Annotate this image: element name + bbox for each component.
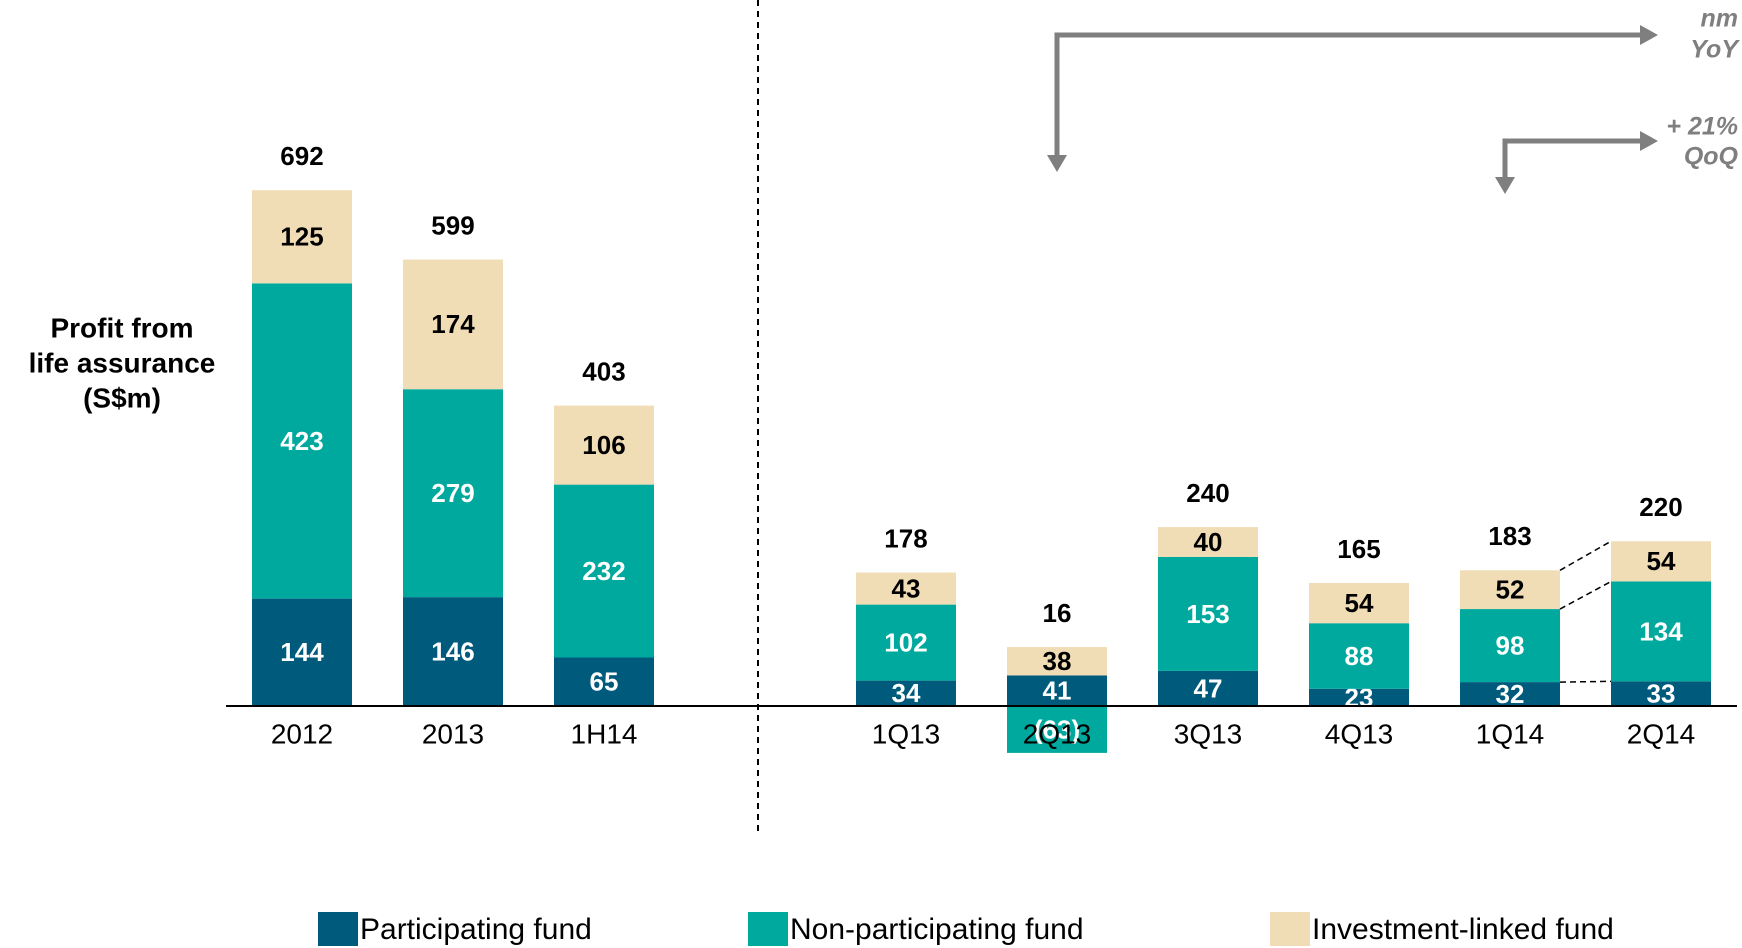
legend-swatch	[1270, 912, 1310, 946]
x-tick-label: 3Q13	[1174, 718, 1243, 749]
total-label: 165	[1337, 534, 1380, 564]
total-label: 178	[884, 523, 927, 553]
legend-label: Non-participating fund	[790, 913, 1084, 946]
bar-segment	[403, 259, 503, 390]
bar-segment	[1309, 582, 1409, 624]
total-label: 599	[431, 210, 474, 240]
bar-segment	[856, 680, 956, 706]
data-label: 40	[1194, 527, 1223, 557]
bar-segment	[1611, 581, 1711, 682]
bar-segment	[1007, 675, 1107, 706]
data-label: 174	[431, 309, 475, 339]
arrow-head	[1047, 155, 1067, 172]
y-axis-label: (S$m)	[83, 382, 161, 413]
bar-segment	[554, 405, 654, 485]
data-label: (63)	[1034, 714, 1080, 744]
bar-segment	[1158, 556, 1258, 671]
arrow-head	[1495, 177, 1515, 194]
bar-segment	[1309, 688, 1409, 706]
y-axis-label: Profit from	[50, 312, 193, 343]
data-label: 54	[1345, 588, 1374, 618]
total-label: 16	[1043, 598, 1072, 628]
arrow-head	[1640, 131, 1658, 151]
bar-segment	[1460, 682, 1560, 706]
data-label: 43	[892, 573, 921, 603]
data-label: 98	[1496, 630, 1525, 660]
data-label: 38	[1043, 646, 1072, 676]
data-label: 232	[582, 556, 625, 586]
data-label: 54	[1647, 546, 1676, 576]
bar-segment	[1158, 670, 1258, 706]
data-label: 106	[582, 430, 625, 460]
total-label: 220	[1639, 492, 1682, 522]
annotation: nm	[1701, 5, 1739, 33]
data-label: 47	[1194, 673, 1223, 703]
arrow-head	[1640, 25, 1658, 45]
legend-label: Investment-linked fund	[1312, 913, 1614, 946]
bar-segment	[856, 572, 956, 605]
x-tick-label: 2Q13	[1023, 718, 1092, 749]
bar-segment	[1007, 705, 1107, 753]
x-tick-label: 2012	[271, 718, 333, 749]
bar-segment	[554, 657, 654, 706]
data-label: 134	[1639, 616, 1683, 646]
bar-segment	[856, 604, 956, 681]
data-label: 153	[1186, 599, 1229, 629]
bar-segment	[554, 484, 654, 658]
x-tick-label: 1H14	[571, 718, 638, 749]
yoy-arrow	[1054, 32, 1640, 160]
data-label: 41	[1043, 676, 1072, 706]
bar-segment	[1309, 623, 1409, 689]
qoq-arrow	[1502, 138, 1640, 182]
bar-segment	[1460, 609, 1560, 683]
bar-segment	[1158, 527, 1258, 557]
data-label: 88	[1345, 641, 1374, 671]
total-label: 403	[582, 356, 625, 386]
data-label: 279	[431, 478, 474, 508]
bar-segment	[252, 598, 352, 706]
bar-segment	[1611, 681, 1711, 706]
connector	[1559, 580, 1612, 610]
bar-segment	[1007, 647, 1107, 676]
legend-label: Participating fund	[360, 913, 592, 946]
total-label: 183	[1488, 521, 1531, 551]
x-tick-label: 1Q14	[1476, 718, 1545, 749]
bar-segment	[403, 389, 503, 598]
legend-swatch	[318, 912, 358, 946]
data-label: 144	[280, 637, 324, 667]
bar-segment	[1460, 570, 1560, 610]
x-tick-label: 4Q13	[1325, 718, 1394, 749]
data-label: 102	[884, 627, 927, 657]
annotation: + 21%	[1666, 113, 1738, 141]
bar-segment	[1611, 541, 1711, 582]
data-label: 423	[280, 426, 323, 456]
data-label: 33	[1647, 679, 1676, 709]
x-tick-label: 2Q14	[1627, 718, 1696, 749]
data-label: 65	[590, 667, 619, 697]
total-label: 240	[1186, 478, 1229, 508]
bar-segment	[252, 190, 352, 284]
data-label: 146	[431, 636, 474, 666]
y-axis-label: life assurance	[29, 347, 216, 378]
data-label: 125	[280, 222, 323, 252]
x-tick-label: 1Q13	[872, 718, 941, 749]
legend-swatch	[748, 912, 788, 946]
annotation: YoY	[1690, 36, 1740, 64]
data-label: 32	[1496, 679, 1525, 709]
total-label: 692	[280, 141, 323, 171]
bar-segment	[252, 283, 352, 599]
data-label: 34	[892, 678, 921, 708]
data-label: 52	[1496, 575, 1525, 605]
annotation: QoQ	[1684, 143, 1739, 171]
x-tick-label: 2013	[422, 718, 484, 749]
bar-segment	[403, 597, 503, 706]
connector	[1559, 540, 1612, 571]
connector	[1559, 680, 1612, 683]
